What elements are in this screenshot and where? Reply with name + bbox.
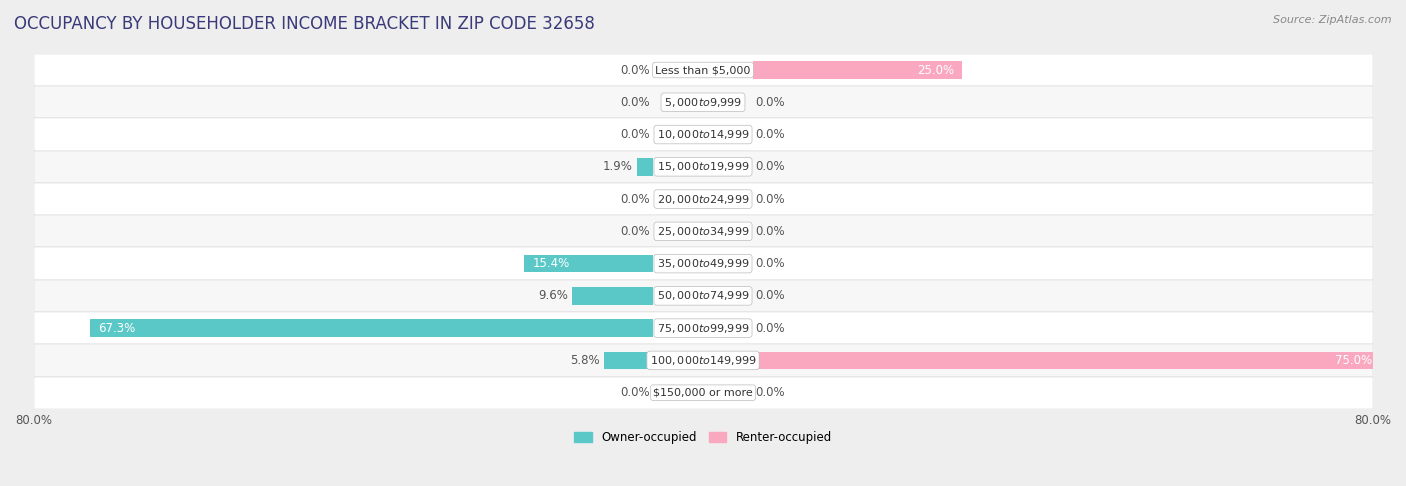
Text: 0.0%: 0.0% [755, 96, 786, 109]
Text: 0.0%: 0.0% [755, 225, 786, 238]
Text: $100,000 to $149,999: $100,000 to $149,999 [650, 354, 756, 367]
Text: 0.0%: 0.0% [755, 386, 786, 399]
Text: 75.0%: 75.0% [1336, 354, 1372, 367]
Text: 0.0%: 0.0% [620, 192, 651, 206]
Text: Source: ZipAtlas.com: Source: ZipAtlas.com [1274, 15, 1392, 25]
Text: OCCUPANCY BY HOUSEHOLDER INCOME BRACKET IN ZIP CODE 32658: OCCUPANCY BY HOUSEHOLDER INCOME BRACKET … [14, 15, 595, 33]
Bar [605, 351, 652, 369]
Text: 0.0%: 0.0% [620, 64, 651, 76]
Text: 0.0%: 0.0% [620, 386, 651, 399]
Bar [754, 351, 1381, 369]
FancyBboxPatch shape [34, 151, 1372, 183]
Text: 15.4%: 15.4% [533, 257, 569, 270]
FancyBboxPatch shape [34, 86, 1372, 119]
Text: $150,000 or more: $150,000 or more [654, 388, 752, 398]
Bar [90, 319, 652, 337]
Legend: Owner-occupied, Renter-occupied: Owner-occupied, Renter-occupied [569, 427, 837, 449]
FancyBboxPatch shape [34, 280, 1372, 312]
Text: $25,000 to $34,999: $25,000 to $34,999 [657, 225, 749, 238]
Text: 0.0%: 0.0% [755, 192, 786, 206]
FancyBboxPatch shape [34, 119, 1372, 151]
Text: 67.3%: 67.3% [98, 322, 135, 335]
Text: 9.6%: 9.6% [538, 289, 568, 302]
Text: 0.0%: 0.0% [755, 160, 786, 174]
Text: 0.0%: 0.0% [620, 96, 651, 109]
Text: $75,000 to $99,999: $75,000 to $99,999 [657, 322, 749, 335]
Text: 0.0%: 0.0% [755, 128, 786, 141]
Text: $20,000 to $24,999: $20,000 to $24,999 [657, 192, 749, 206]
Text: $50,000 to $74,999: $50,000 to $74,999 [657, 289, 749, 302]
Text: Less than $5,000: Less than $5,000 [655, 65, 751, 75]
Text: 0.0%: 0.0% [620, 225, 651, 238]
FancyBboxPatch shape [34, 215, 1372, 247]
FancyBboxPatch shape [34, 247, 1372, 280]
Text: 25.0%: 25.0% [917, 64, 955, 76]
Bar [637, 158, 652, 175]
Bar [524, 255, 652, 273]
Text: 0.0%: 0.0% [755, 322, 786, 335]
Text: $5,000 to $9,999: $5,000 to $9,999 [664, 96, 742, 109]
Bar [572, 287, 652, 305]
FancyBboxPatch shape [34, 54, 1372, 86]
Text: 0.0%: 0.0% [755, 257, 786, 270]
FancyBboxPatch shape [34, 183, 1372, 215]
Text: $10,000 to $14,999: $10,000 to $14,999 [657, 128, 749, 141]
Text: 0.0%: 0.0% [620, 128, 651, 141]
Text: 5.8%: 5.8% [571, 354, 600, 367]
Text: $35,000 to $49,999: $35,000 to $49,999 [657, 257, 749, 270]
FancyBboxPatch shape [34, 377, 1372, 409]
Text: 0.0%: 0.0% [755, 289, 786, 302]
Text: $15,000 to $19,999: $15,000 to $19,999 [657, 160, 749, 174]
Text: 1.9%: 1.9% [603, 160, 633, 174]
Bar [754, 61, 963, 79]
FancyBboxPatch shape [34, 312, 1372, 344]
FancyBboxPatch shape [34, 344, 1372, 377]
